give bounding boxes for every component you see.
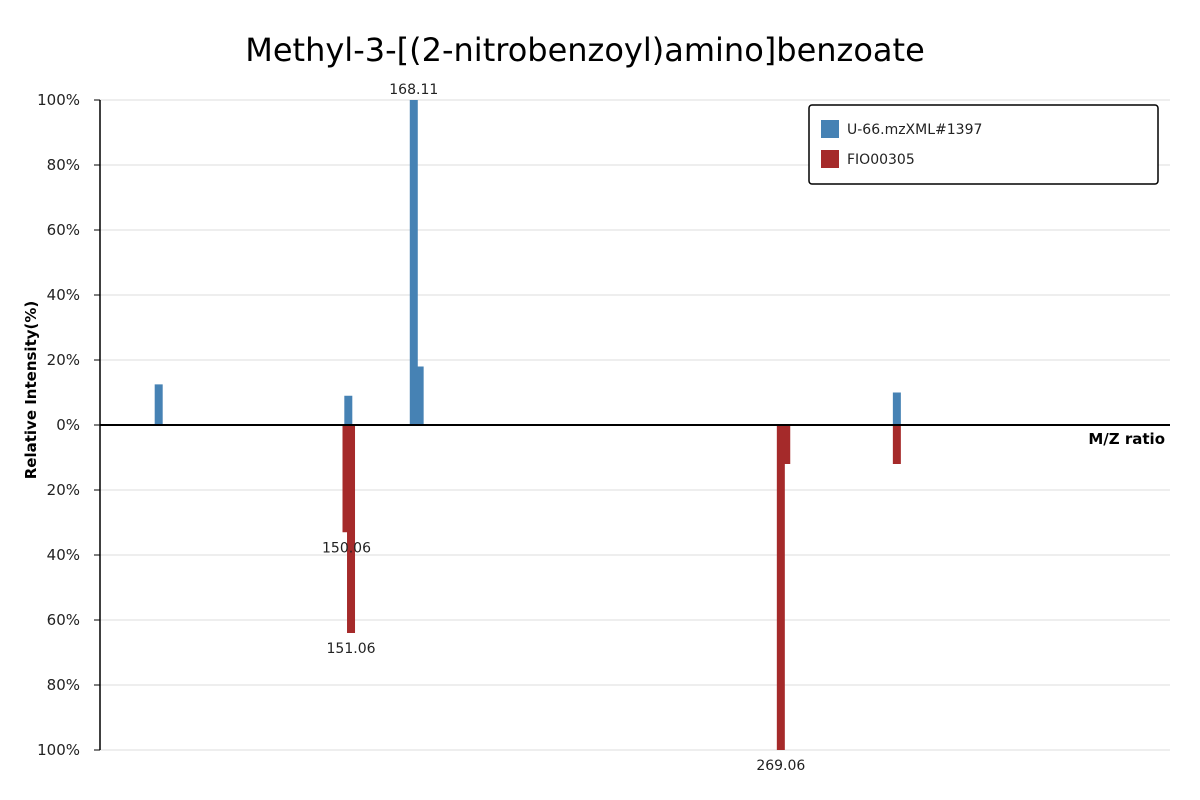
peak-bar-library (782, 425, 791, 464)
y-axis-label: Relative Intensity(%) (22, 301, 40, 480)
peak-label: 151.06 (327, 641, 376, 657)
bars-library (342, 425, 901, 750)
peak-bar-reference (415, 366, 424, 425)
peak-bar-reference (344, 395, 353, 425)
legend-box (808, 104, 1159, 185)
y-ticks: 100% 80% 60% 40% 20% 0% 20% 40% 60% 80% 100% (37, 91, 100, 759)
peak-label: 150.06 (322, 540, 371, 556)
legend-entry: U-66.mzXML#1397 (847, 122, 982, 138)
legend-swatch (821, 150, 839, 168)
peak-bar-reference (409, 100, 418, 425)
y-tick-label: 40% (47, 286, 80, 304)
legend-swatch (821, 120, 839, 138)
peak-bar-library (892, 425, 901, 464)
bars-reference (154, 100, 901, 425)
y-tick-label: 20% (47, 481, 80, 499)
y-tick-label: 80% (47, 676, 80, 694)
peak-bar-reference (892, 392, 901, 425)
y-tick-label: 100% (37, 91, 80, 109)
y-tick-label: 20% (47, 351, 80, 369)
legend: U-66.mzXML#1397 FIO00305 (808, 104, 1159, 185)
peak-labels: 168.11 150.06 151.06 269.06 (322, 82, 805, 774)
peak-label: 269.06 (756, 758, 805, 774)
peak-label: 168.11 (389, 82, 438, 98)
x-axis-label: M/Z ratio (1088, 430, 1165, 448)
gridlines (100, 99, 1170, 751)
axes (99, 100, 1170, 750)
y-tick-label: 80% (47, 156, 80, 174)
peak-bar-library (342, 425, 351, 533)
y-tick-label: 100% (37, 741, 80, 759)
y-tick-label: 60% (47, 611, 80, 629)
legend-entry: FIO00305 (847, 152, 915, 168)
y-tick-label: 40% (47, 546, 80, 564)
chart-title: Methyl-3-[(2-nitrobenzoyl)amino]benzoate (245, 31, 925, 69)
y-tick-label: 0% (56, 416, 80, 434)
peak-bar-reference (154, 384, 163, 425)
y-tick-label: 60% (47, 221, 80, 239)
peak-bar-library (347, 425, 356, 633)
peak-bar-library (776, 425, 785, 750)
